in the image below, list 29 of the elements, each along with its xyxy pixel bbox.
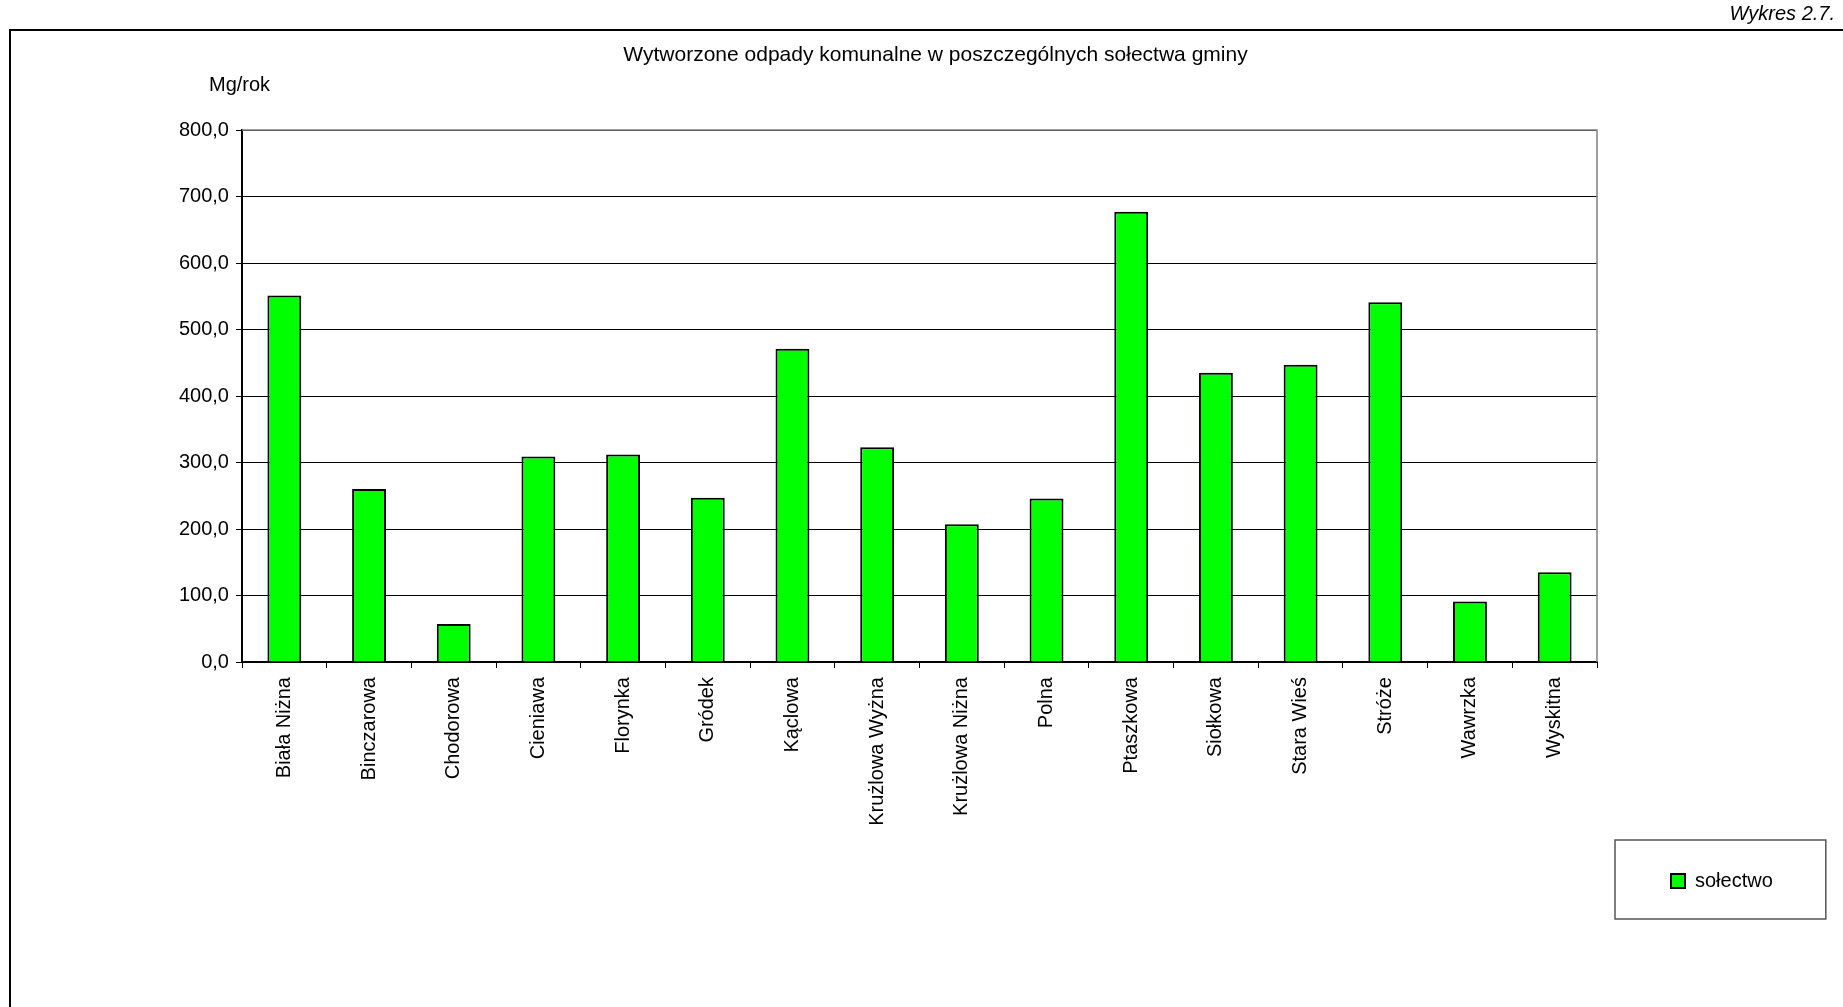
y-tick-label: 300,0 — [178, 450, 229, 473]
x-tick-label: Binczarowa — [356, 676, 379, 781]
y-tick-label: 500,0 — [178, 317, 229, 340]
x-tick-label: Florynka — [610, 676, 633, 754]
x-tick-label: Wawrzka — [1457, 676, 1480, 759]
text: Wykres 2.7. — [1729, 1, 1835, 24]
chart-title: Wytworzone odpady komunalne w poszczególnych sołectwa gminy — [623, 41, 1249, 65]
y-tick-label: 0,0 — [201, 649, 229, 672]
x-tick-label: Ptaszkowa — [1118, 676, 1141, 774]
y-tick-label: 600,0 — [178, 250, 229, 273]
x-tick-label: Cieniawa — [525, 676, 548, 760]
x-tick-label: Wyskitna — [1542, 676, 1565, 758]
y-tick-label: 100,0 — [178, 583, 229, 606]
y-tick-label: 400,0 — [178, 383, 229, 406]
x-tick-label: Krużlowa Niżna — [949, 676, 972, 816]
x-tick-label: Polna — [1034, 676, 1057, 729]
x-tick-label: Biała Niżna — [271, 676, 294, 779]
y-tick-label: 800,0 — [178, 117, 229, 140]
y-axis-title: Mg/rok — [209, 72, 272, 95]
y-tick-label: 700,0 — [178, 184, 229, 207]
x-tick-label: Krużlowa Wyżna — [864, 676, 887, 826]
y-tick-label: 200,0 — [178, 516, 229, 539]
x-tick-label: Siołkowa — [1203, 676, 1226, 758]
x-tick-label: Kąclowa — [779, 676, 802, 753]
x-tick-label: Chodorowa — [441, 676, 464, 780]
x-tick-label: Gródek — [695, 676, 718, 743]
x-tick-label: Stara Wieś — [1288, 677, 1311, 775]
legend-label: sołectwo — [1695, 868, 1773, 891]
x-tick-label: Stróże — [1372, 677, 1395, 735]
